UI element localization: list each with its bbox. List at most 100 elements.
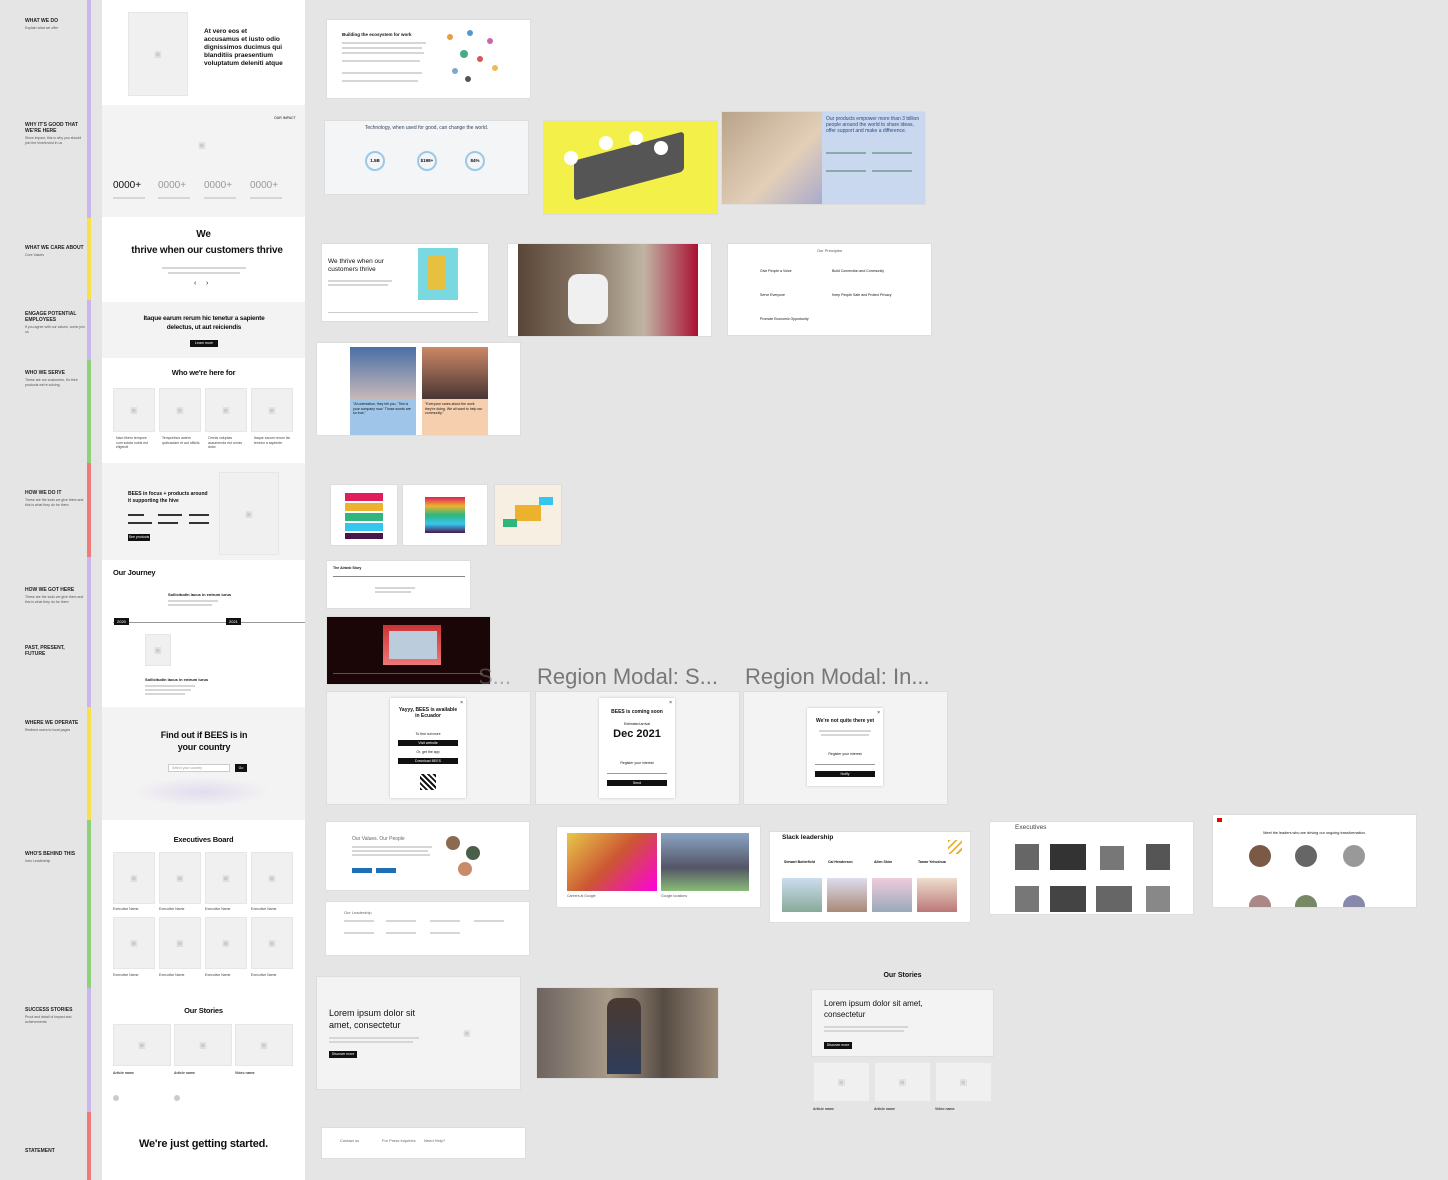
executive-name: Executive Name (251, 907, 277, 911)
customer-caption: Temporibus autem quibusdam et aut offici… (162, 436, 200, 445)
year-badge[interactable]: 2020 (114, 618, 129, 625)
hero-text: At vero eos et accusamus et iusto odio d… (204, 28, 283, 67)
country-go-button[interactable]: Go (235, 764, 247, 772)
executives-frame: Executives (990, 822, 1193, 914)
executive-name: Executive Name (113, 907, 139, 911)
carousel-next-icon[interactable]: › (206, 280, 209, 287)
statement-section: We're just getting started. (102, 1112, 305, 1180)
journey-image (145, 634, 171, 666)
serve-section: Who we're here for Nam libero tempore cu… (102, 358, 305, 463)
story-name: Video name (935, 1107, 955, 1111)
values-title: We (196, 229, 211, 240)
stat-value: 0000+ (158, 180, 187, 191)
section-stripe (87, 988, 91, 1112)
executives-section: Executives Board Executive Name Executiv… (102, 820, 305, 988)
frame-title: Our Leadership (344, 910, 372, 915)
game-board-illustration (544, 121, 717, 214)
notify-button[interactable]: Notify (815, 771, 875, 777)
modal-dialog: × We're not quite there yet Register you… (807, 708, 883, 786)
products-section: BEES in focus + products around it suppo… (102, 463, 305, 560)
stack-illustration (331, 485, 397, 545)
customer-image (205, 388, 247, 432)
section-stripe (87, 300, 91, 360)
country-title: Find out if BEES is in your country (160, 730, 248, 752)
frame-title: Our Stories (883, 972, 922, 979)
carousel-prev-icon[interactable]: ‹ (194, 280, 197, 287)
email-field[interactable] (815, 759, 875, 765)
story-image[interactable] (174, 1024, 232, 1066)
section-label: PAST, PRESENT, FUTURE (25, 645, 65, 657)
year-badge[interactable]: 2021 (226, 618, 241, 625)
close-icon[interactable]: × (877, 710, 880, 716)
adobe-leaders-frame: Meet the leaders who are driving our ong… (1213, 815, 1416, 907)
qr-code (420, 774, 436, 790)
author-avatar (113, 1095, 119, 1101)
customer-image (251, 388, 293, 432)
visit-website-button[interactable]: Visit website (398, 740, 458, 746)
section-stripe (87, 820, 91, 988)
close-icon[interactable]: × (669, 700, 672, 706)
modal-dialog: × BEES is coming soon Estimated arrival … (599, 698, 675, 798)
customer-image (159, 388, 201, 432)
journey-card-title: Sollicitudin lacus in entrum iurus (145, 677, 209, 682)
section-label: WHY IT'S GOOD THAT WE'RE HERE Show impact… (25, 122, 82, 145)
email-field[interactable] (607, 768, 667, 774)
download-app-button[interactable]: Download BEES (398, 758, 458, 764)
frame-title: Slack leadership (782, 834, 834, 841)
modal-frame-title: Region Modal: S... (537, 664, 718, 689)
world-map (132, 777, 272, 807)
executive-photo (251, 852, 293, 904)
story-image[interactable] (874, 1062, 931, 1102)
section-stripe (87, 707, 91, 820)
story-image[interactable] (813, 1062, 870, 1102)
executive-name: Executive Name (159, 907, 185, 911)
section-label: HOW WE DO IT These are the tools we give … (25, 490, 84, 507)
discover-more-button[interactable]: Discover more (329, 1051, 357, 1058)
learn-more-button[interactable]: Learn more (190, 340, 218, 347)
story-image[interactable] (113, 1024, 171, 1066)
thrive-frame: We thrive when our customers thrive (322, 244, 488, 321)
frame-title: Meet the leaders who are driving our ong… (1263, 831, 1366, 835)
customer-caption: Itaque earum rerum hic tenetur a sapient… (254, 436, 291, 445)
executive-name: Executive Name (159, 973, 185, 977)
section-labels-column: WHAT WE DO Explain what we offer WHY IT'S… (0, 0, 88, 1180)
executive-name: Executive Name (205, 973, 231, 977)
customer-image (113, 388, 155, 432)
region-modal-interest-frame: × We're not quite there yet Register you… (744, 692, 947, 804)
executive-name: Executive Name (205, 907, 231, 911)
principles-frame: Our Principles Give People a Voice Build… (728, 244, 931, 335)
arrival-date: Dec 2021 (613, 728, 661, 740)
principle-item: Keep People Safe and Protect Privacy (832, 293, 892, 297)
modal-subtitle: Or, get the app (416, 750, 440, 754)
section-label: WHO'S BEHIND THIS Intro Leadership (25, 851, 76, 863)
ecosystem-frame: Building the ecosystem for work (327, 20, 530, 98)
portrait-frame (508, 244, 711, 336)
executive-photo (205, 852, 247, 904)
leader-name: Tamar Yehoshua (918, 860, 946, 864)
video-thumbnail[interactable] (235, 1024, 293, 1066)
executive-photo (159, 917, 201, 969)
story-photo-frame (537, 988, 718, 1078)
hero-image-placeholder (128, 12, 188, 96)
hero-section: At vero eos et accusamus et iusto odio d… (102, 0, 305, 105)
lorem-story-frame: Lorem ipsum dolor sit amet, consectetur … (317, 977, 520, 1089)
country-select-input[interactable]: Select your country (168, 764, 230, 772)
video-thumbnail[interactable] (935, 1062, 992, 1102)
frame-title: Lorem ipsum dolor sit amet, consectetur (329, 1008, 416, 1030)
send-button[interactable]: Send (607, 780, 667, 786)
frame-title: We thrive when our customers thrive (328, 258, 384, 273)
section-label: SUCCESS STORIES Proof and detail of impac… (25, 1007, 73, 1024)
close-icon[interactable]: × (460, 700, 463, 706)
section-label: STATEMENT (25, 1148, 55, 1154)
products-title: BEES in focus + products around it suppo… (128, 491, 208, 504)
lorem-story-frame: Lorem ipsum dolor sit amet, consectetur … (812, 990, 993, 1056)
leader-name: Cal Henderson (828, 860, 853, 864)
region-modal-available-frame: × Yayyy, BEES is available in Ecuador To… (327, 692, 530, 804)
discover-more-button[interactable]: Discover more (824, 1042, 852, 1049)
executive-photo (113, 852, 155, 904)
section-label: WHAT WE CARE ABOUT Core Values (25, 245, 84, 257)
customer-caption: Omnis voluptas assumenda est omnis dolor (208, 436, 243, 449)
modal-label: Register your interest (828, 752, 862, 756)
see-products-button[interactable]: See products (128, 534, 150, 541)
stat-value: 0000+ (204, 180, 233, 191)
